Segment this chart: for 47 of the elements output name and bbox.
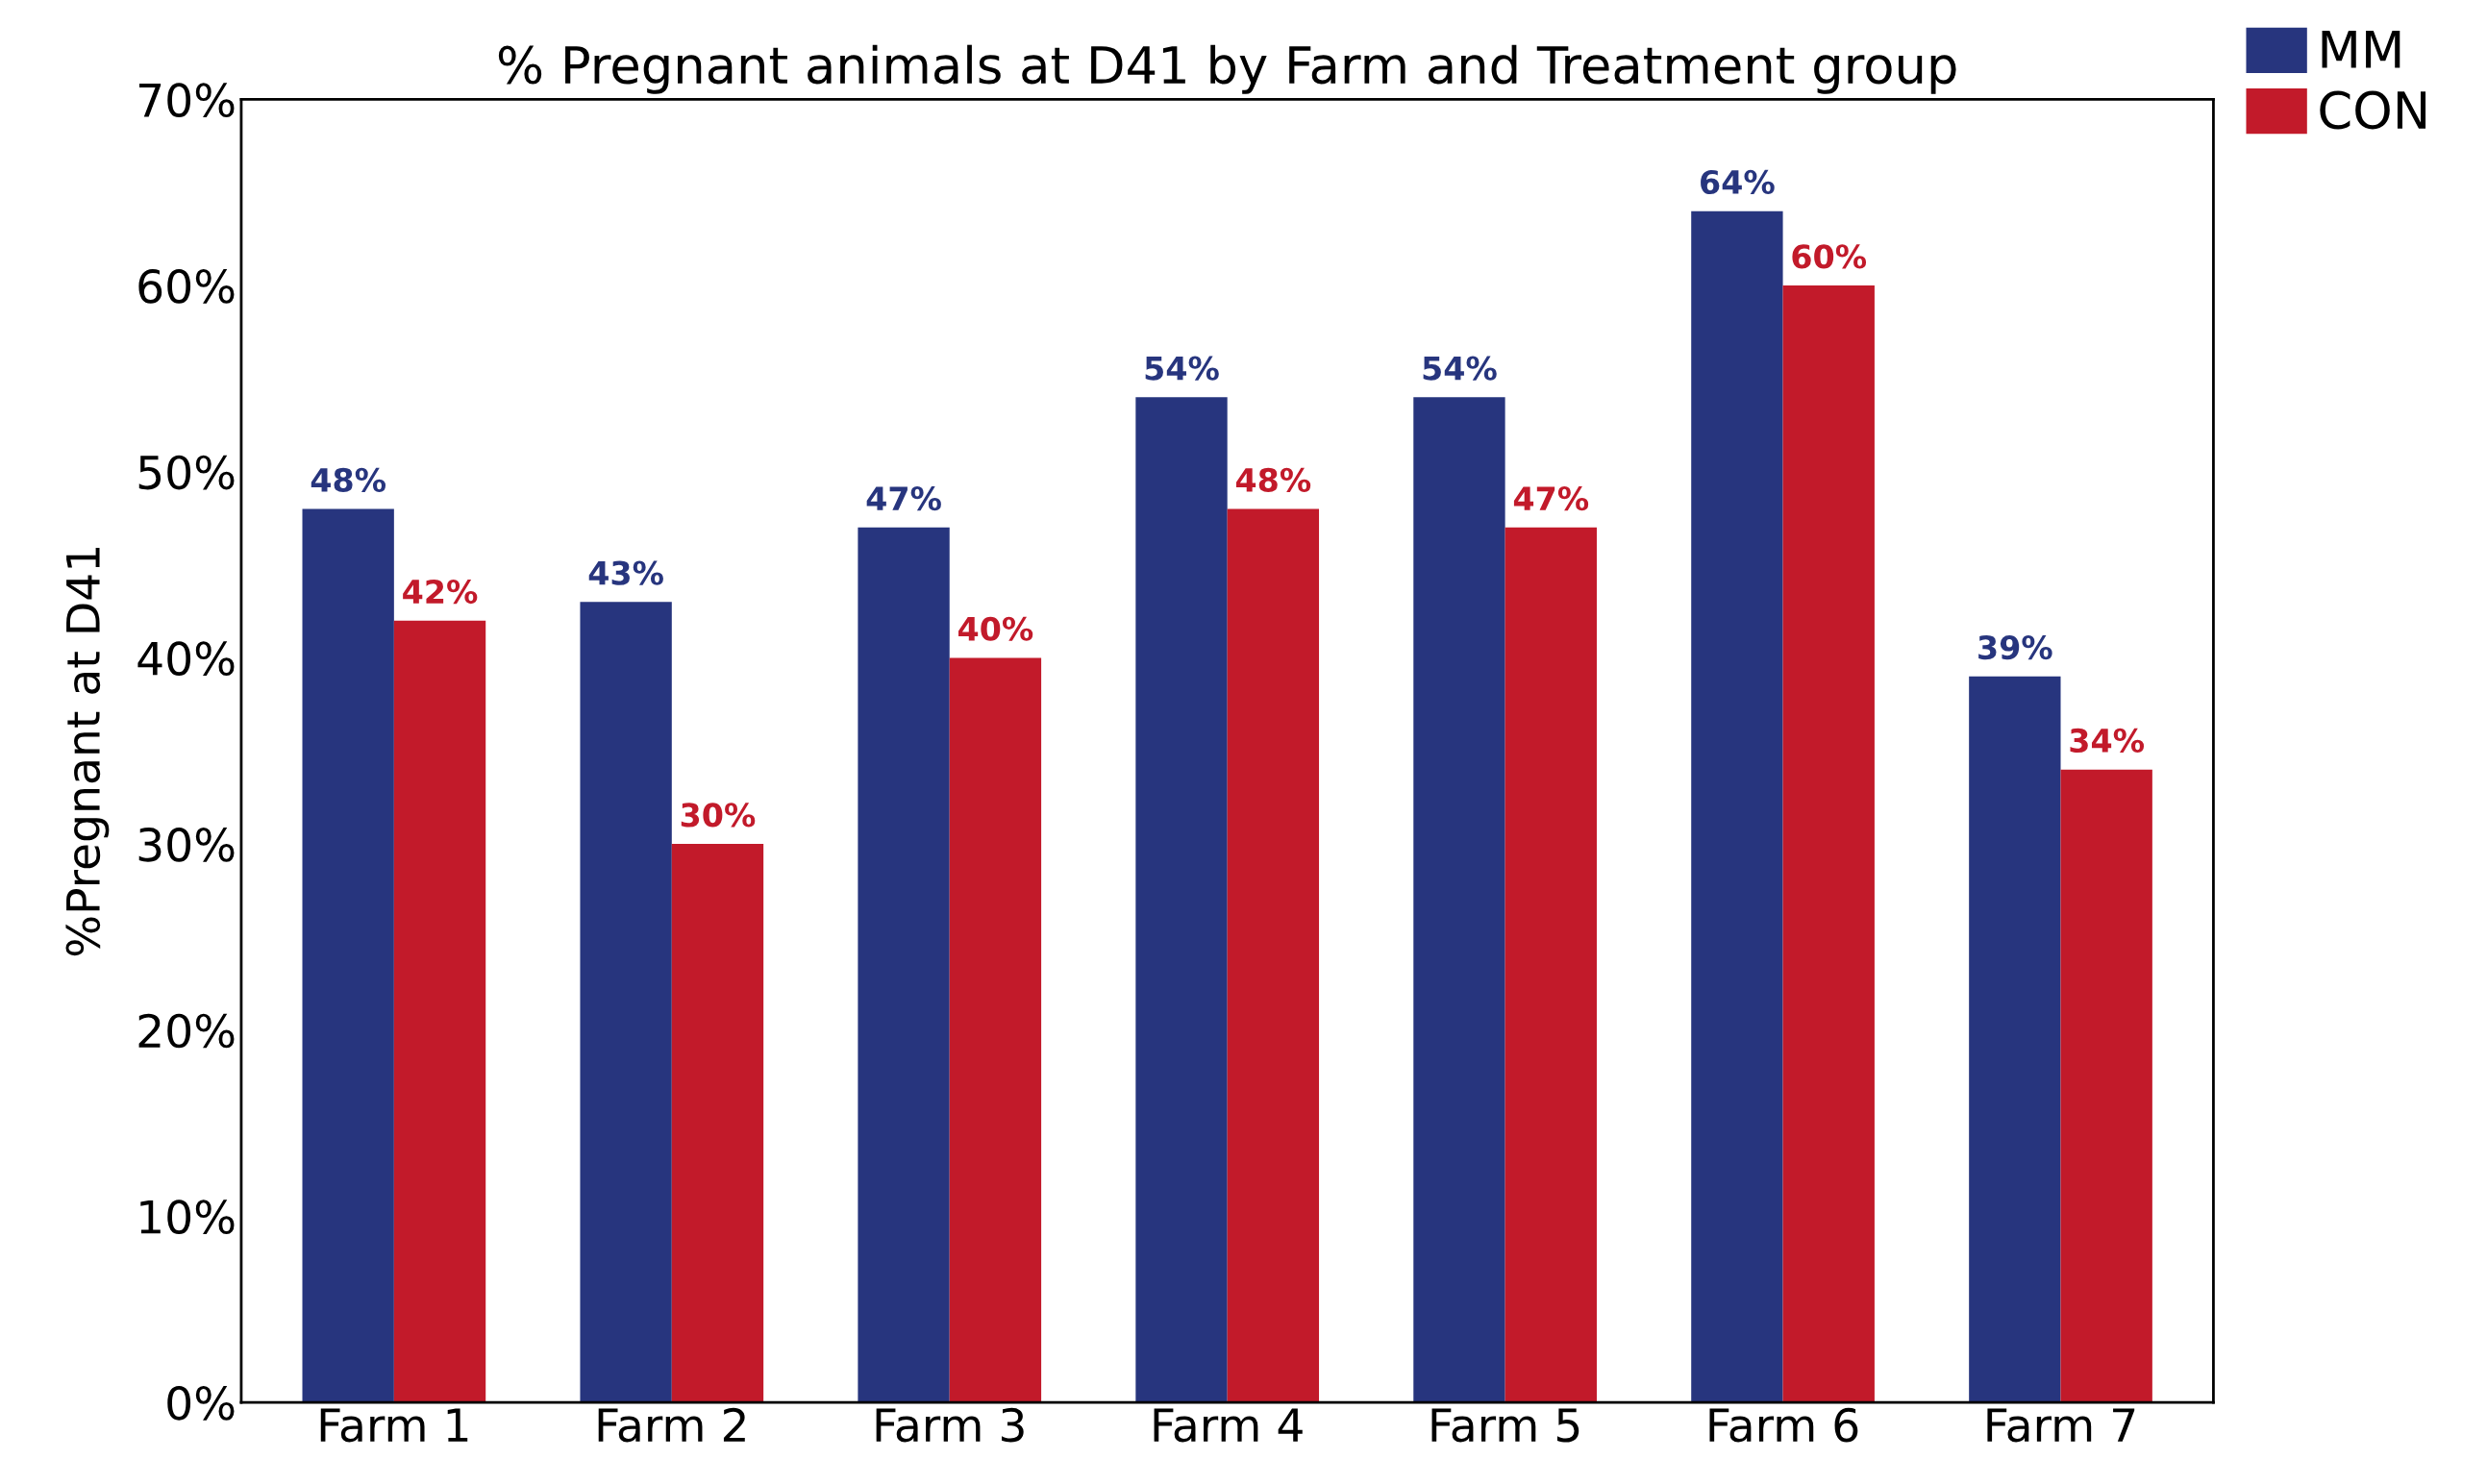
data-label: 48% (311, 467, 386, 492)
y-tick-label: 30% (138, 827, 235, 862)
y-tick-label: 10% (140, 1200, 235, 1235)
data-label: 42% (403, 579, 478, 605)
bar (1135, 397, 1228, 1403)
data-label: 47% (866, 486, 941, 511)
bar (302, 508, 394, 1403)
chart-title: % Pregnant animals at D41 by Farm and Treatment group (498, 44, 1956, 94)
bar (858, 527, 950, 1403)
y-tick-label: 40% (137, 641, 235, 677)
bar (1691, 210, 1783, 1403)
data-label: 47% (1513, 486, 1589, 511)
bar (1969, 676, 2061, 1403)
x-tick-label: Farm 1 (320, 1408, 468, 1443)
y-tick-label: 20% (138, 1013, 235, 1049)
x-tick-label: Farm 5 (1431, 1408, 1579, 1443)
bar (2060, 769, 2152, 1403)
bar (1782, 285, 1875, 1403)
y-tick-label: 50% (138, 455, 235, 490)
data-label: 64% (1701, 169, 1775, 195)
data-label: 39% (1978, 635, 2052, 660)
x-tick-label: Farm 3 (876, 1407, 1024, 1443)
data-label: 54% (1423, 356, 1497, 381)
x-tick-label: Farm 7 (1987, 1408, 2135, 1443)
bar (949, 657, 1042, 1403)
bar (580, 602, 672, 1403)
data-label: 60% (1792, 244, 1867, 269)
data-label: 54% (1145, 356, 1219, 381)
y-tick-label: 60% (138, 269, 235, 304)
data-label: 40% (958, 616, 1033, 641)
x-tick-label: Farm 4 (1154, 1408, 1303, 1443)
bar (1413, 397, 1505, 1403)
y-tick-label: 0% (167, 1385, 235, 1421)
data-label: 34% (2070, 728, 2145, 754)
x-tick-label: Farm 2 (598, 1407, 745, 1443)
bar (1505, 527, 1597, 1403)
data-label: 48% (1235, 467, 1311, 492)
legend-label: CON (2320, 90, 2426, 130)
bar (1227, 508, 1320, 1403)
bar (393, 620, 486, 1403)
data-label: 30% (681, 803, 756, 828)
x-tick-label: Farm 6 (1709, 1407, 1858, 1443)
y-tick-label: 70% (138, 83, 235, 118)
y-axis-title: %Pregnant at D41 (65, 548, 110, 956)
legend-label: MM (2322, 31, 2400, 68)
bar (671, 844, 764, 1403)
data-label: 43% (588, 560, 663, 585)
